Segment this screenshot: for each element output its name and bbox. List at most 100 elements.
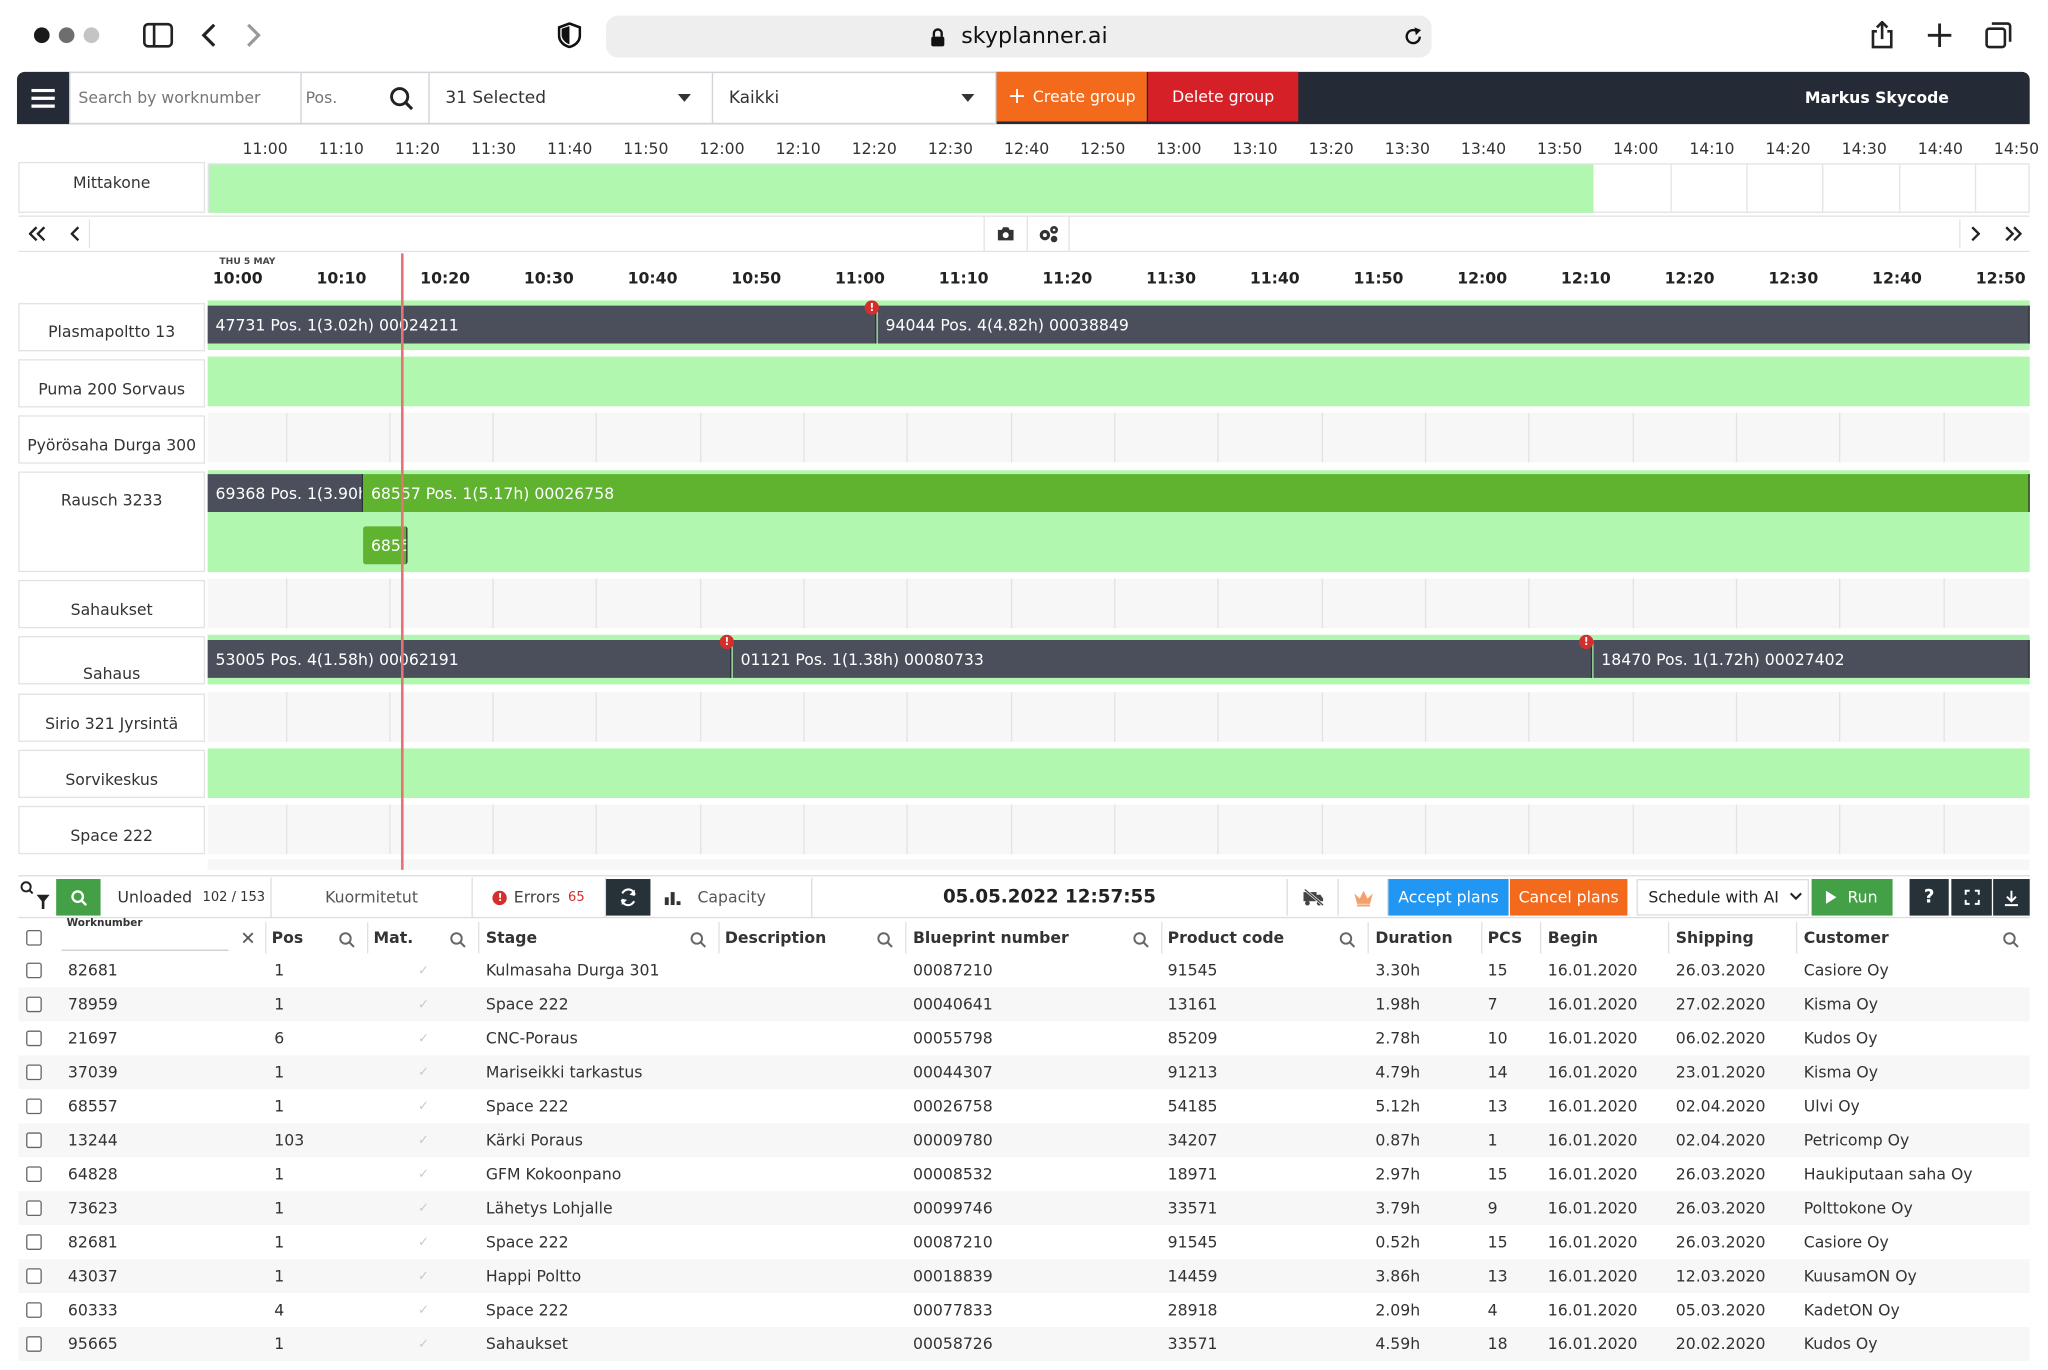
double-chevron-right-icon[interactable] <box>1996 219 2030 248</box>
table-row[interactable]: 37039 1 ✓ Mariseikki tarkastus 00044307 91213… <box>18 1055 2030 1090</box>
row-checkbox[interactable] <box>26 1336 42 1352</box>
row-checkbox[interactable] <box>26 1302 42 1318</box>
fullscreen-icon[interactable] <box>1951 879 1992 916</box>
resource-label[interactable]: Rausch 3233 <box>18 471 206 573</box>
column-header[interactable]: Description <box>724 928 827 947</box>
pos-input[interactable] <box>305 88 382 108</box>
resource-label[interactable]: Sahaus <box>18 636 206 685</box>
column-header[interactable]: Begin <box>1547 928 1599 947</box>
tabs-overview-icon[interactable] <box>1979 16 2018 55</box>
refresh-icon[interactable] <box>606 879 651 916</box>
window-close-dot[interactable] <box>33 27 50 44</box>
task-bar[interactable]: 47731 Pos. 1(3.02h) 00024211 <box>207 305 877 344</box>
back-icon[interactable] <box>189 16 228 55</box>
lane-sirio-321-jyrsinta[interactable] <box>207 692 2030 742</box>
double-chevron-left-icon[interactable] <box>21 219 55 248</box>
table-row[interactable]: 73623 1 ✓ Lähetys Lohjalle 00099746 33571 3.79… <box>18 1191 2030 1226</box>
task-bar[interactable]: 94044 Pos. 4(4.82h) 00038849 <box>877 305 2030 344</box>
resource-label[interactable]: Plasmapoltto 13 <box>18 303 206 352</box>
tab-capacity[interactable]: Capacity <box>650 877 813 917</box>
lane-puma-200-sorvaus[interactable] <box>207 356 2030 407</box>
lane-sahaus[interactable]: 53005 Pos. 4(1.58h) 00062191 01121 Pos. … <box>207 634 2030 685</box>
table-row[interactable]: 43037 1 ✓ Happi Poltto 00018839 14459 3.86h 13 1… <box>18 1259 2030 1294</box>
run-button[interactable]: Run <box>1811 879 1893 916</box>
delete-group-button[interactable]: Delete group <box>1148 71 1299 122</box>
task-bar[interactable]: 18470 Pos. 1(1.72h) 00027402 <box>1593 639 2030 678</box>
window-zoom-dot[interactable] <box>83 27 100 44</box>
resource-label[interactable]: Pyörösaha Durga 300 <box>18 415 206 464</box>
forward-icon[interactable] <box>234 16 273 55</box>
column-header[interactable]: Stage <box>485 928 538 947</box>
table-row[interactable]: 95665 1 ✓ Sahaukset 00058726 33571 4.59h 18 16.0… <box>18 1327 2030 1361</box>
lane-sahaukset[interactable] <box>207 578 2030 629</box>
task-bar[interactable]: 6855 <box>363 526 408 565</box>
mittakone-lane[interactable] <box>207 163 2030 213</box>
row-checkbox[interactable] <box>26 1268 42 1284</box>
task-bar[interactable]: 01121 Pos. 1(1.38h) 00080733 <box>732 639 1593 678</box>
lane-pyorosaha-durga-300[interactable] <box>207 412 2030 463</box>
chevron-left-icon[interactable] <box>61 219 91 249</box>
warning-icon[interactable]: ! <box>864 300 880 315</box>
resource-label[interactable]: Space 222 <box>18 805 206 855</box>
task-bar[interactable]: 68557 Pos. 1(5.17h) 00026758 <box>363 474 2030 512</box>
resource-label[interactable]: Sahaukset <box>18 579 206 629</box>
warning-icon[interactable]: ! <box>1579 634 1594 650</box>
search-icon[interactable] <box>2002 929 2020 948</box>
group-select[interactable]: 31 Selected <box>428 71 714 125</box>
column-header[interactable]: PCS <box>1487 928 1523 947</box>
user-name[interactable]: Markus Skycode <box>1804 88 1949 108</box>
pos-filter[interactable] <box>300 71 430 125</box>
row-checkbox[interactable] <box>26 1132 42 1149</box>
table-row[interactable]: 13244 103 ✓ Kärki Poraus 00009780 34207 0.87h 1… <box>18 1123 2030 1158</box>
task-bar[interactable]: 69368 Pos. 1(3.90h) 0 <box>207 474 364 512</box>
column-header[interactable]: Shipping <box>1675 928 1754 947</box>
warning-icon[interactable]: ! <box>719 634 735 650</box>
resource-label[interactable]: Sirio 321 Jyrsintä <box>18 693 206 742</box>
lane-plasmapoltto-13[interactable]: 47731 Pos. 1(3.02h) 00024211 94044 Pos. … <box>207 300 2030 351</box>
table-row[interactable]: 78959 1 ✓ Space 222 00040641 13161 1.98h 7 16.01… <box>18 987 2030 1022</box>
column-header[interactable]: Blueprint number <box>912 928 1069 947</box>
search-icon[interactable] <box>1132 929 1150 948</box>
chevron-right-icon[interactable] <box>1959 219 1988 249</box>
sidebar-icon[interactable] <box>138 16 177 55</box>
worknumber-search-input[interactable] <box>69 71 302 125</box>
help-button[interactable]: ? <box>1909 879 1949 916</box>
camera-icon[interactable] <box>983 215 1028 253</box>
search-icon[interactable] <box>690 929 708 948</box>
tab-kuormitetut[interactable]: Kuormitetut <box>272 877 473 917</box>
row-checkbox[interactable] <box>26 1234 42 1250</box>
row-checkbox[interactable] <box>26 1200 42 1216</box>
resource-label[interactable]: Puma 200 Sorvaus <box>18 359 206 408</box>
row-checkbox[interactable] <box>26 1166 42 1183</box>
column-header[interactable]: Product code <box>1167 928 1285 947</box>
search-icon[interactable] <box>56 879 101 916</box>
create-group-button[interactable]: + Create group <box>996 71 1147 122</box>
truck-off-icon[interactable] <box>1289 879 1339 916</box>
table-row[interactable]: 21697 6 ✓ CNC-Poraus 00055798 85209 2.78h 10 16.… <box>18 1021 2030 1056</box>
row-checkbox[interactable] <box>26 1030 42 1047</box>
resource-label[interactable]: Sorvikeskus <box>18 749 206 799</box>
row-checkbox[interactable] <box>26 1098 42 1115</box>
search-icon[interactable] <box>449 929 467 948</box>
download-icon[interactable] <box>1993 879 2030 916</box>
search-icon[interactable] <box>338 929 356 948</box>
lane-sorvikeskus[interactable] <box>207 748 2030 799</box>
search-icon[interactable] <box>876 929 894 948</box>
cancel-plans-button[interactable]: Cancel plans <box>1509 879 1628 916</box>
filter-select[interactable]: Kaikki <box>711 71 997 125</box>
column-header[interactable]: Mat. <box>373 928 414 947</box>
address-bar[interactable]: skyplanner.ai <box>606 15 1432 58</box>
window-minimize-dot[interactable] <box>58 27 75 44</box>
table-row[interactable]: 82681 1 ✓ Kulmasaha Durga 301 00087210 91545 3… <box>18 953 2030 988</box>
task-bar[interactable]: 53005 Pos. 4(1.58h) 00062191 <box>207 639 732 678</box>
tab-unloaded[interactable]: Unloaded 102 / 153 <box>102 877 272 917</box>
new-tab-icon[interactable] <box>1920 16 1959 55</box>
search-icon[interactable] <box>1339 929 1357 948</box>
row-checkbox[interactable] <box>26 996 42 1013</box>
row-checkbox[interactable] <box>26 962 42 979</box>
accept-plans-button[interactable]: Accept plans <box>1388 879 1509 916</box>
settings-gears-icon[interactable] <box>1028 215 1070 253</box>
lane-space-222[interactable] <box>207 804 2030 855</box>
menu-icon[interactable] <box>17 72 69 124</box>
column-header[interactable]: Pos <box>271 928 304 947</box>
